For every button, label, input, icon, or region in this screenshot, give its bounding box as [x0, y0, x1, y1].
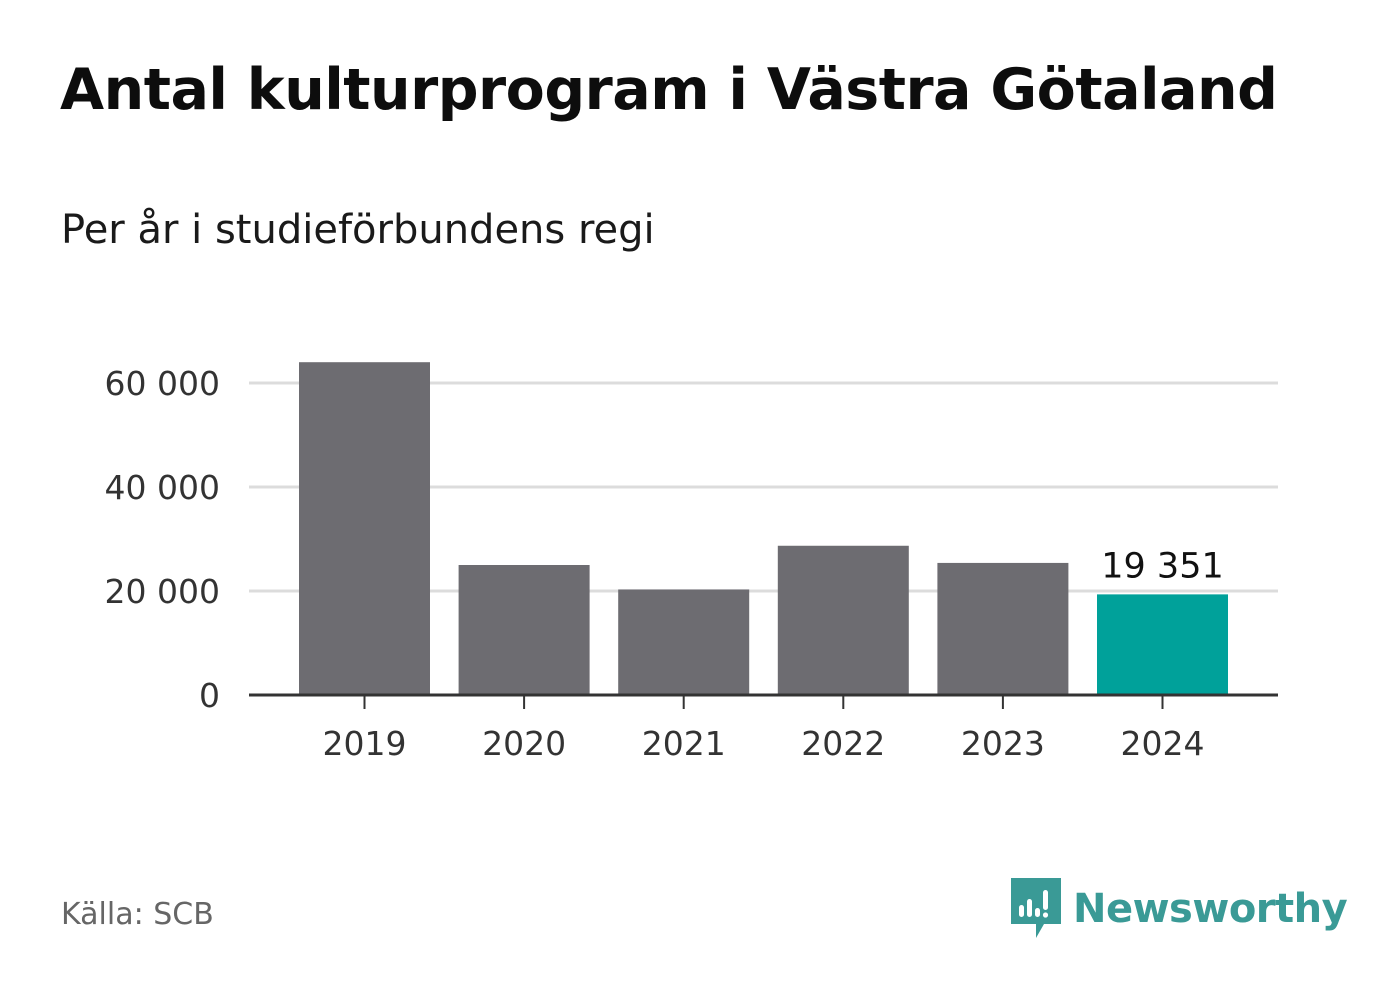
bar-2020 — [458, 565, 590, 695]
x-tick-label: 2022 — [801, 724, 885, 763]
chart-subtitle: Per år i studieförbundens regi — [61, 207, 655, 253]
x-tick-label: 2023 — [961, 724, 1045, 763]
y-tick-label: 0 — [199, 676, 220, 715]
y-tick-label: 60 000 — [105, 364, 220, 403]
brand-name: Newsworthy — [1073, 886, 1348, 932]
x-tick-label: 2024 — [1121, 724, 1205, 763]
x-tick-label: 2020 — [482, 724, 566, 763]
y-tick-label: 40 000 — [105, 468, 220, 507]
chart-title: Antal kulturprogram i Västra Götaland — [60, 57, 1278, 123]
bar-2024 — [1097, 594, 1228, 695]
x-tick-label: 2021 — [642, 724, 726, 763]
brand-logo: Newsworthy — [1011, 878, 1348, 940]
data-label: 19 351 — [1101, 546, 1223, 586]
source-note: Källa: SCB — [61, 897, 214, 932]
bar-2021 — [618, 589, 750, 695]
bar-2022 — [777, 545, 909, 695]
newsworthy-chart-bubble-icon — [1011, 878, 1061, 938]
bar-2023 — [937, 562, 1069, 695]
x-tick-label: 2019 — [323, 724, 407, 763]
y-tick-label: 20 000 — [105, 572, 220, 611]
bar-2019 — [299, 362, 430, 695]
